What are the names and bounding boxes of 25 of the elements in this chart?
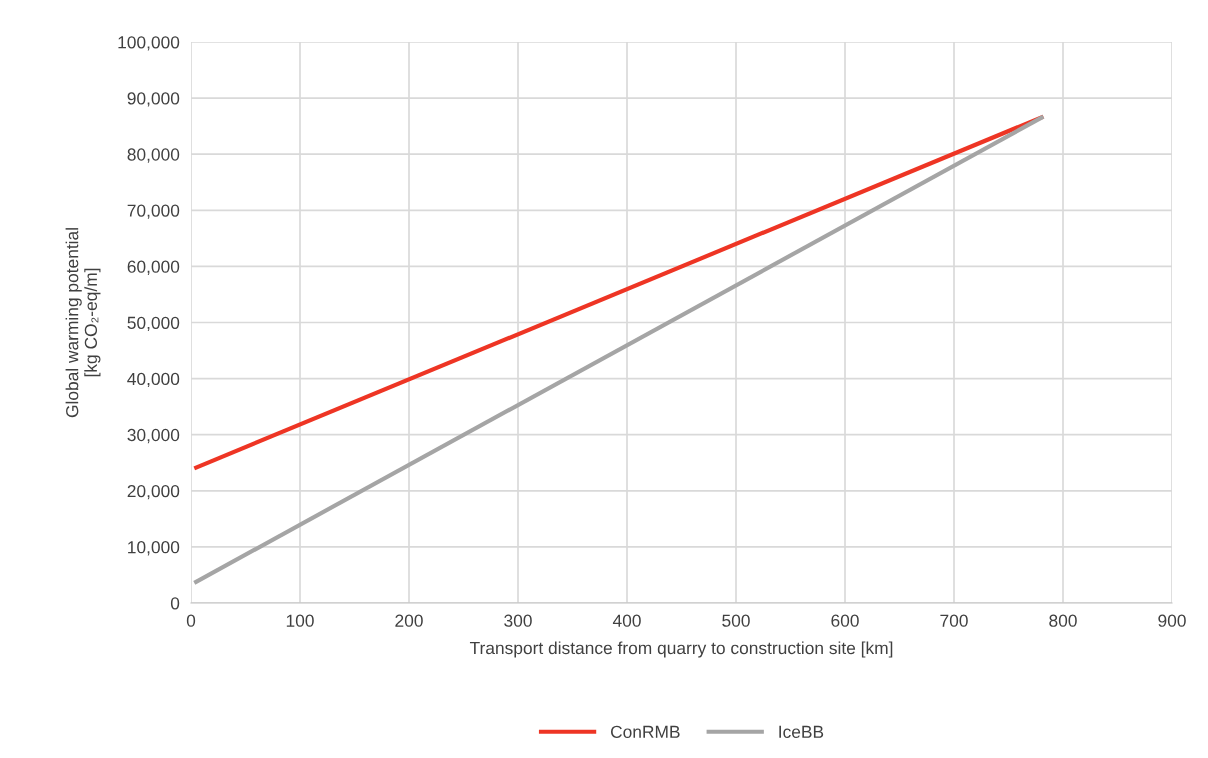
- y-tick-label: 30,000: [127, 428, 180, 444]
- y-tick-label: 20,000: [127, 484, 180, 500]
- x-tick-label: 700: [940, 614, 968, 627]
- legend-label: ConRMB: [610, 725, 680, 738]
- y-tick-label: 0: [170, 597, 180, 610]
- y-tick-label: 90,000: [127, 92, 180, 107]
- y-tick-label: 40,000: [127, 372, 180, 388]
- x-tick-label: 900: [1158, 614, 1186, 627]
- y-tick-label: 60,000: [127, 260, 180, 275]
- x-axis-title: Transport distance from quarry to construction site [km]: [469, 641, 893, 658]
- x-tick-label: 200: [395, 614, 423, 627]
- y-axis-title: Global warming potential [kg CO₂-eq/m]: [65, 228, 101, 418]
- y-tick-label: 100,000: [118, 36, 180, 51]
- y-tick-label: 10,000: [128, 541, 180, 556]
- y-tick-label: 70,000: [127, 204, 180, 219]
- y-tick-label: 80,000: [127, 148, 180, 163]
- x-tick-label: 800: [1049, 614, 1077, 627]
- x-tick-label: 500: [722, 614, 750, 627]
- x-tick-label: 400: [612, 614, 641, 627]
- x-tick-label: 0: [186, 614, 196, 627]
- legend-label: IceBB: [779, 725, 824, 738]
- y-tick-label: 50,000: [127, 316, 180, 332]
- x-tick-label: 600: [831, 614, 859, 627]
- x-tick-label: 100: [286, 614, 314, 627]
- x-tick-label: 300: [504, 614, 532, 627]
